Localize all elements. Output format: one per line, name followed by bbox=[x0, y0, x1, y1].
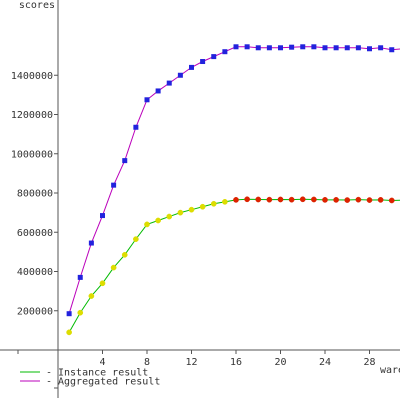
y-tick-label: 200000 bbox=[17, 306, 53, 317]
data-point bbox=[66, 329, 72, 336]
data-point bbox=[355, 45, 361, 51]
series-line bbox=[68, 46, 400, 314]
data-point bbox=[322, 197, 328, 203]
data-point bbox=[288, 196, 295, 203]
data-point bbox=[333, 197, 339, 203]
data-point bbox=[100, 213, 105, 219]
data-point bbox=[77, 309, 84, 316]
data-point bbox=[244, 196, 250, 203]
series-1 bbox=[66, 44, 400, 317]
data-point bbox=[366, 197, 373, 203]
data-point bbox=[233, 197, 239, 203]
data-point bbox=[177, 72, 183, 78]
data-point bbox=[121, 251, 128, 258]
legend-label: Aggregated result bbox=[58, 377, 160, 388]
data-point bbox=[266, 196, 273, 203]
y-tick-label: 1400000 bbox=[11, 71, 53, 82]
legend: - Instance result- Aggregated result bbox=[20, 368, 160, 388]
data-point bbox=[133, 124, 139, 130]
data-point bbox=[155, 88, 161, 94]
data-point bbox=[299, 196, 306, 203]
data-point bbox=[388, 197, 395, 204]
y-tick-label: 1200000 bbox=[11, 110, 53, 121]
data-point bbox=[211, 54, 217, 60]
data-point bbox=[200, 59, 206, 65]
data-point bbox=[289, 44, 295, 50]
data-point bbox=[389, 47, 395, 53]
data-point bbox=[144, 97, 150, 103]
x-tick-label: 28 bbox=[363, 357, 375, 368]
data-point bbox=[122, 158, 128, 164]
data-point bbox=[333, 45, 339, 51]
data-point bbox=[233, 44, 239, 50]
data-point bbox=[222, 198, 228, 205]
series-line bbox=[68, 198, 400, 333]
data-point bbox=[377, 197, 384, 203]
y-tick-label: 800000 bbox=[17, 189, 53, 200]
data-point bbox=[111, 182, 117, 188]
data-point bbox=[300, 44, 306, 50]
data-point bbox=[277, 196, 284, 203]
data-point bbox=[155, 217, 161, 224]
data-point bbox=[344, 45, 350, 51]
data-point bbox=[144, 221, 150, 228]
data-point bbox=[244, 44, 250, 50]
data-point bbox=[66, 311, 72, 317]
data-point bbox=[355, 196, 362, 203]
data-point bbox=[255, 45, 261, 51]
series-0 bbox=[66, 196, 400, 336]
x-tick-label: 8 bbox=[144, 357, 150, 368]
data-point bbox=[210, 200, 217, 207]
legend-label: Instance result bbox=[58, 368, 148, 379]
data-point bbox=[378, 45, 384, 51]
data-point bbox=[77, 274, 83, 280]
data-point bbox=[266, 45, 272, 51]
x-tick-label: 20 bbox=[274, 357, 286, 368]
data-point bbox=[311, 44, 317, 50]
data-point bbox=[344, 197, 351, 203]
data-point bbox=[177, 209, 184, 216]
data-point bbox=[88, 240, 94, 246]
data-point bbox=[166, 213, 173, 220]
data-point bbox=[311, 196, 317, 203]
data-point bbox=[133, 236, 139, 242]
y-axis-title: scores bbox=[19, 0, 55, 11]
legend-dash: - bbox=[46, 368, 52, 379]
data-point bbox=[110, 264, 117, 271]
x-tick-label: 24 bbox=[319, 357, 331, 368]
data-point bbox=[88, 293, 95, 299]
y-tick-label: 1000000 bbox=[11, 149, 53, 160]
series-layer bbox=[66, 44, 400, 336]
data-point bbox=[222, 49, 228, 55]
data-point bbox=[322, 45, 328, 51]
y-tick-label: 400000 bbox=[17, 267, 53, 278]
x-tick-label: 4 bbox=[99, 357, 105, 368]
data-point bbox=[188, 206, 195, 213]
data-point bbox=[99, 280, 106, 287]
y-tick-label: 600000 bbox=[17, 228, 53, 239]
legend-dash: - bbox=[46, 377, 52, 388]
x-tick-label: 12 bbox=[185, 357, 197, 368]
data-point bbox=[255, 196, 262, 203]
data-point bbox=[278, 45, 283, 51]
data-point bbox=[166, 80, 172, 86]
data-point bbox=[367, 46, 372, 52]
data-point bbox=[199, 203, 206, 210]
x-tick-label: 16 bbox=[230, 357, 242, 368]
data-point bbox=[189, 64, 194, 70]
x-axis-title: warehouses bbox=[380, 365, 400, 376]
